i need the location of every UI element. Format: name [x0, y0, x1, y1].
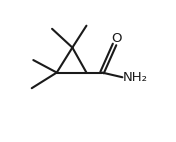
Text: O: O	[111, 32, 121, 45]
Text: NH₂: NH₂	[123, 71, 148, 84]
